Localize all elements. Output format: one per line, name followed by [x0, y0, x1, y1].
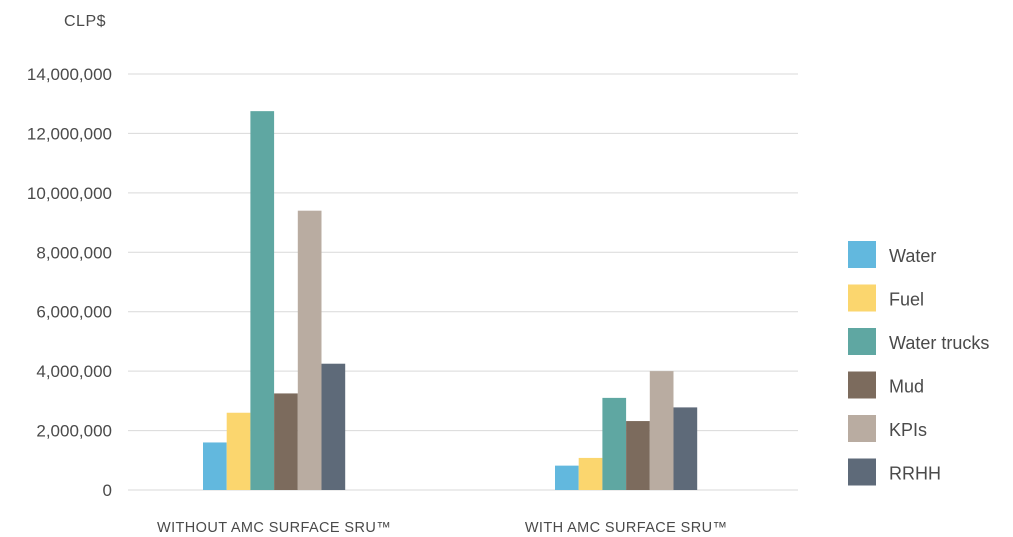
legend-entry-label: KPIs: [889, 420, 927, 440]
legend-entry-label: Water trucks: [889, 333, 989, 353]
legend-entry-label: Water: [889, 246, 936, 266]
y-axis-unit-label: CLP$: [64, 13, 106, 30]
bar-mud: [626, 421, 650, 490]
y-tick-label: 2,000,000: [36, 422, 112, 441]
x-category-label: WITH AMC SURFACE SRU™: [525, 520, 728, 536]
bar-kpis: [297, 210, 322, 490]
legend-swatch: [848, 458, 876, 486]
bar-kpis: [649, 371, 674, 490]
legend-swatch: [848, 415, 876, 442]
bar-mud: [274, 393, 298, 490]
y-tick-label: 12,000,000: [27, 124, 112, 143]
x-axis-labels: WITHOUT AMC SURFACE SRU™ WITH AMC SURFACE…: [157, 520, 727, 536]
y-axis-ticks: 0 2,000,000 4,000,000 6,000,000 8,000,000 10,…: [27, 65, 112, 500]
bar-rrhh: [321, 363, 346, 490]
y-tick-label: 6,000,000: [36, 303, 112, 322]
legend-swatch: [848, 371, 876, 399]
bar-water-trucks: [250, 111, 275, 491]
legend-entry-label: Fuel: [889, 290, 924, 310]
legend: Water Fuel Water trucks Mud KPIs RRHH: [848, 241, 989, 486]
legend-entry-label: Mud: [889, 377, 924, 397]
y-tick-label: 0: [103, 481, 112, 500]
x-category-label: WITHOUT AMC SURFACE SRU™: [157, 520, 391, 536]
y-tick-label: 4,000,000: [36, 362, 112, 381]
y-tick-label: 8,000,000: [36, 243, 112, 262]
legend-entry-label: RRHH: [889, 464, 941, 484]
legend-swatch: [848, 284, 876, 312]
bars: [203, 111, 698, 491]
bar-rrhh: [673, 407, 698, 490]
bar-fuel: [226, 412, 251, 490]
y-tick-label: 10,000,000: [27, 184, 112, 203]
legend-swatch: [848, 328, 876, 355]
bar-water: [203, 442, 227, 490]
y-tick-label: 14,000,000: [27, 65, 112, 84]
legend-swatch: [848, 241, 876, 268]
bar-water: [555, 465, 579, 490]
bar-fuel: [578, 457, 603, 490]
bar-water-trucks: [602, 397, 627, 490]
